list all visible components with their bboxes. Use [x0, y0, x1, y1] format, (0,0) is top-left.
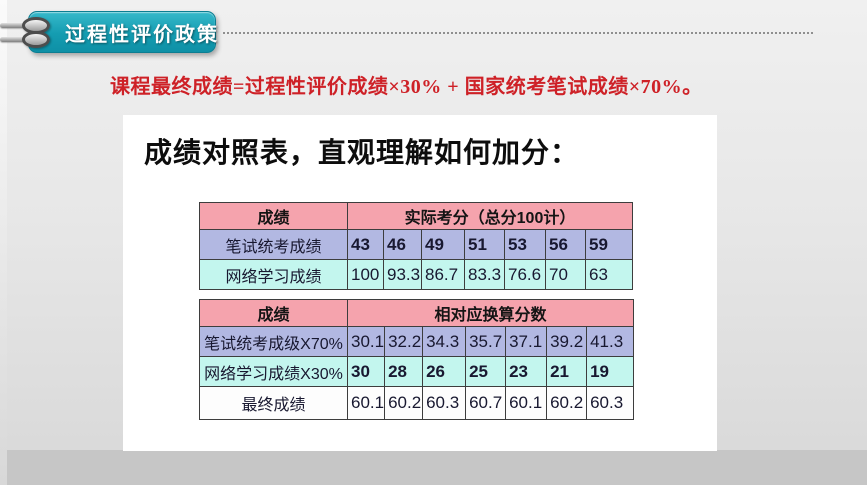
- score-cell: 60.1: [505, 386, 548, 420]
- row-label-cell: 网络学习成绩X30%: [199, 356, 348, 387]
- table-row: 网络学习成绩X30% 30 28 26 25 23 21 19: [199, 356, 635, 387]
- score-cell: 25: [465, 356, 507, 387]
- score-cell: 59: [585, 229, 633, 260]
- score-cell: 63: [585, 259, 633, 290]
- score-cell: 43: [347, 229, 384, 260]
- score-cell: 70: [545, 259, 586, 290]
- header-title-cell: 实际考分（总分100计）: [347, 202, 633, 230]
- left-edge-strip: [0, 0, 7, 485]
- header-dotted-line: [223, 32, 813, 34]
- row-label-cell: 笔试统考成绩: [199, 229, 348, 260]
- table-row: 笔试统考成级X70% 30.1 32.2 34.3 35.7 37.1 39.2 41.3: [199, 326, 635, 357]
- score-cell: 32.2: [384, 326, 424, 357]
- header-title-cell: 相对应换算分数: [346, 299, 635, 327]
- score-cell: 53: [504, 229, 546, 260]
- slide-title-badge: 过程性评价政策: [28, 11, 219, 53]
- score-cell: 21: [546, 356, 588, 387]
- score-table: 成绩 相对应换算分数 笔试统考成级X70% 30.1 32.2 34.3 35.7 37.1 3…: [199, 299, 635, 420]
- table-header-row: 成绩 实际考分（总分100计）: [199, 202, 633, 230]
- slide-title-label: 过程性评价政策: [65, 23, 219, 46]
- score-tables: 成绩 实际考分（总分100计） 笔试统考成绩 43 46 49 51 53 56 59 网络学习成绩…: [199, 202, 635, 429]
- score-cell: 23: [505, 356, 548, 387]
- score-cell: 60.3: [586, 386, 635, 420]
- binder-stem-icon: [0, 23, 38, 28]
- score-cell: 60.1: [346, 386, 386, 420]
- panel-title: 成绩对照表，直观理解如何加分：: [144, 137, 580, 168]
- score-cell: 86.7: [421, 259, 465, 290]
- header-label-cell: 成绩: [199, 299, 348, 327]
- score-cell: 100: [347, 259, 384, 290]
- score-cell: 37.1: [505, 326, 548, 357]
- score-cell: 30.1: [346, 326, 386, 357]
- row-label-cell: 最终成绩: [199, 386, 348, 420]
- score-cell: 19: [586, 356, 635, 387]
- table-row: 网络学习成绩 100 93.3 86.7 83.3 76.6 70 63: [199, 259, 633, 290]
- score-cell: 49: [421, 229, 465, 260]
- score-cell: 51: [464, 229, 505, 260]
- grade-formula-text: 课程最终成绩=过程性评价成绩×30% + 国家统考笔试成绩×70%。: [110, 76, 703, 98]
- score-cell: 26: [422, 356, 467, 387]
- score-cell: 46: [383, 229, 422, 260]
- row-label-cell: 笔试统考成级X70%: [199, 326, 348, 357]
- table-row: 笔试统考成绩 43 46 49 51 53 56 59: [199, 229, 633, 260]
- score-cell: 60.3: [422, 386, 467, 420]
- binder-stem-icon: [0, 37, 38, 42]
- score-cell: 35.7: [465, 326, 507, 357]
- score-cell: 60.7: [465, 386, 507, 420]
- score-cell: 41.3: [586, 326, 635, 357]
- row-label-cell: 网络学习成绩: [199, 259, 348, 290]
- score-cell: 56: [545, 229, 586, 260]
- score-cell: 30: [346, 356, 386, 387]
- content-panel: 成绩对照表，直观理解如何加分： 成绩 实际考分（总分100计） 笔试统考成绩 43 46…: [123, 115, 717, 451]
- score-cell: 39.2: [546, 326, 588, 357]
- bottom-gray-band: [0, 450, 867, 485]
- score-table: 成绩 实际考分（总分100计） 笔试统考成绩 43 46 49 51 53 56 59 网络学习成绩…: [199, 202, 633, 290]
- score-cell: 83.3: [464, 259, 505, 290]
- header-label-cell: 成绩: [199, 202, 348, 230]
- score-cell: 93.3: [383, 259, 422, 290]
- score-cell: 34.3: [422, 326, 467, 357]
- table-header-row: 成绩 相对应换算分数: [199, 299, 635, 327]
- score-cell: 60.2: [546, 386, 588, 420]
- table-row: 最终成绩 60.1 60.2 60.3 60.7 60.1 60.2 60.3: [199, 386, 635, 420]
- binder-ring-icon: [22, 31, 50, 48]
- score-cell: 28: [384, 356, 424, 387]
- score-cell: 60.2: [384, 386, 424, 420]
- score-cell: 76.6: [504, 259, 546, 290]
